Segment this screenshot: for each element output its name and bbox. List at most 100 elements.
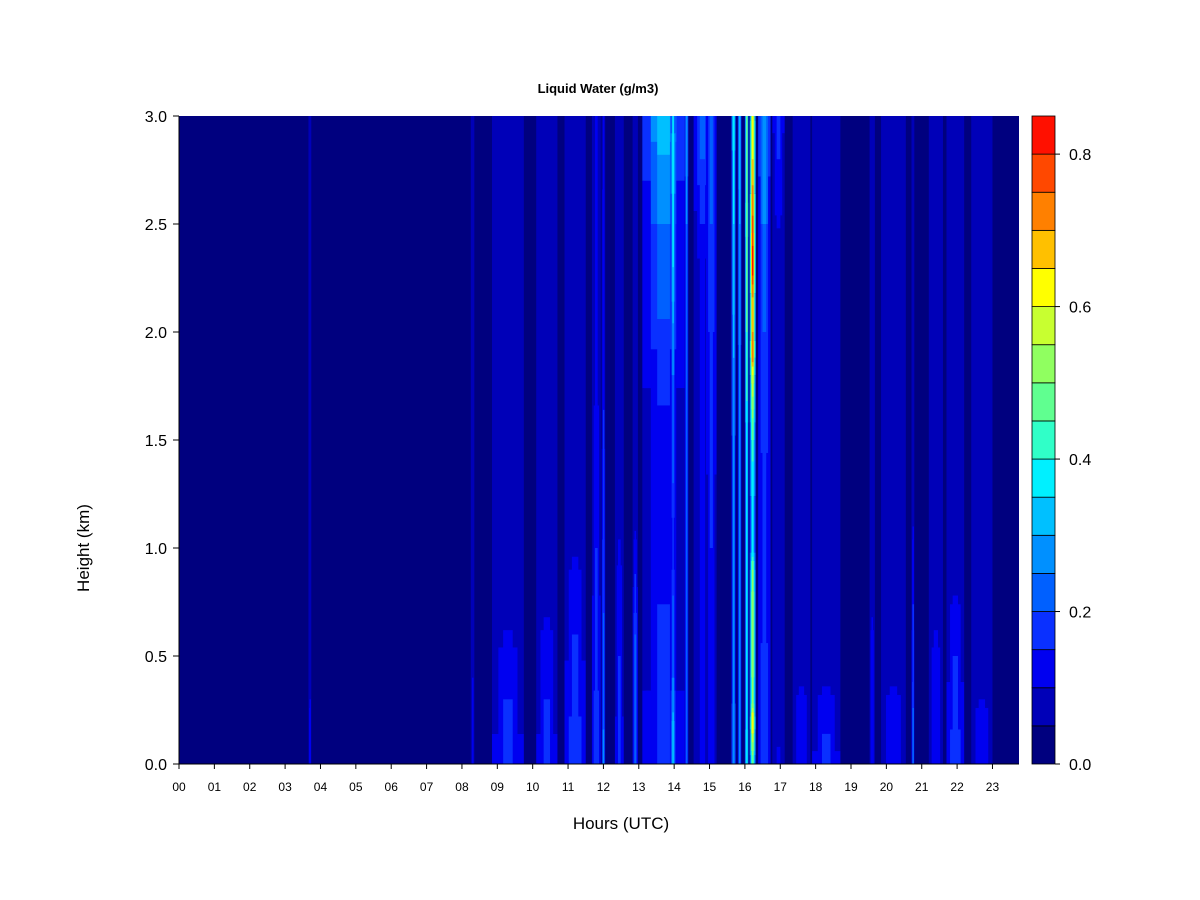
heatmap-cell bbox=[751, 297, 754, 332]
heatmap-cell bbox=[952, 116, 958, 596]
heatmap-column bbox=[308, 116, 312, 764]
heatmap-cell bbox=[503, 116, 513, 631]
x-axis: 00 01 02 03 04 05 06 07 08 09 10 11 12 13 14 15 16 17 18 19… bbox=[172, 764, 999, 794]
x-tick-label: 11 bbox=[562, 780, 575, 794]
x-tick-label: 19 bbox=[844, 780, 858, 794]
heatmap-cell bbox=[751, 275, 754, 285]
heatmap-cell bbox=[732, 116, 735, 224]
heatmap-cell bbox=[776, 746, 781, 764]
heatmap-column bbox=[536, 116, 558, 764]
heatmap-cell bbox=[751, 215, 754, 246]
heatmap-column bbox=[911, 116, 915, 764]
heatmap-cell bbox=[618, 539, 621, 656]
heatmap-cell bbox=[686, 224, 688, 764]
heatmap-cell bbox=[751, 245, 754, 276]
x-tick-label: 06 bbox=[385, 780, 399, 794]
heatmap-cell bbox=[889, 686, 898, 764]
heatmap-cell bbox=[751, 461, 754, 557]
heatmap-cell bbox=[751, 755, 754, 764]
heatmap-cell bbox=[672, 677, 674, 713]
heatmap-cell bbox=[503, 630, 513, 700]
colorbar-tick-label: 0.6 bbox=[1069, 300, 1091, 317]
heatmap-cell bbox=[822, 733, 831, 764]
heatmap-cell bbox=[699, 224, 706, 764]
heatmap-cell bbox=[822, 116, 831, 687]
heatmap-cell bbox=[634, 116, 637, 531]
heatmap-column bbox=[705, 116, 717, 764]
heatmap-cell bbox=[309, 699, 311, 764]
heatmap-cell bbox=[571, 556, 579, 635]
heatmap-column bbox=[591, 116, 601, 764]
x-tick-label: 01 bbox=[208, 780, 222, 794]
heatmap-column bbox=[772, 116, 785, 765]
heatmap-column bbox=[737, 116, 742, 764]
heatmap-cell bbox=[978, 699, 986, 764]
x-tick-label: 21 bbox=[915, 780, 929, 794]
heatmap-cell bbox=[798, 686, 805, 764]
heatmap-column bbox=[744, 116, 749, 764]
colorbar-swatch bbox=[1031, 420, 1056, 460]
heatmap-column bbox=[632, 116, 638, 764]
heatmap-cell bbox=[709, 116, 713, 224]
colorbar-swatch bbox=[1031, 191, 1056, 231]
colorbar-swatch bbox=[1031, 534, 1056, 574]
heatmap-column bbox=[792, 116, 811, 764]
colorbar-swatch bbox=[1031, 382, 1056, 422]
heatmap-cell bbox=[634, 634, 637, 764]
heatmap-cell bbox=[798, 116, 805, 687]
heatmap-column bbox=[601, 116, 606, 764]
y-tick-label: 2.5 bbox=[145, 217, 167, 234]
x-tick-label: 22 bbox=[950, 780, 964, 794]
heatmap-cell bbox=[618, 656, 621, 764]
heatmap-column bbox=[731, 116, 736, 764]
y-tick-label: 0.5 bbox=[145, 649, 167, 666]
heatmap-cell bbox=[912, 116, 914, 527]
x-tick-label: 04 bbox=[314, 780, 328, 794]
heatmap-column bbox=[670, 116, 676, 764]
chart-title: Liquid Water (g/m3) bbox=[538, 81, 659, 96]
x-tick-label: 07 bbox=[420, 780, 434, 794]
heatmap-cell bbox=[699, 116, 706, 160]
heatmap-cell bbox=[657, 224, 670, 320]
colorbar-swatch bbox=[1031, 344, 1056, 384]
heatmap-cell bbox=[751, 366, 754, 376]
heatmap-cell bbox=[751, 560, 754, 570]
heatmap-column bbox=[614, 116, 624, 764]
heatmap-cell bbox=[602, 409, 605, 613]
x-tick-label: 14 bbox=[667, 780, 681, 794]
heatmap-cell bbox=[602, 116, 605, 410]
heatmap-cell bbox=[776, 159, 781, 229]
heatmap-cell bbox=[709, 548, 713, 764]
heatmap-cell bbox=[933, 116, 938, 631]
heatmap-cell bbox=[657, 604, 670, 764]
heatmap-cell bbox=[543, 699, 551, 764]
heatmap-column bbox=[470, 116, 475, 764]
colorbar-swatch bbox=[1031, 153, 1056, 193]
heatmap-column bbox=[642, 116, 685, 764]
heatmap-cell bbox=[751, 418, 754, 440]
colorbar-swatch bbox=[1031, 687, 1056, 727]
colorbar: 0.0 0.2 0.4 0.6 0.8 bbox=[1031, 115, 1091, 774]
heatmap-cell bbox=[672, 483, 674, 596]
heatmap-cell bbox=[543, 116, 551, 618]
heatmap-cell bbox=[746, 332, 748, 402]
x-tick-label: 03 bbox=[278, 780, 292, 794]
heatmap-cell bbox=[472, 116, 474, 678]
y-tick-label: 2.0 bbox=[145, 325, 167, 342]
heatmap-column bbox=[492, 116, 524, 764]
heatmap-cell bbox=[595, 116, 598, 548]
x-tick-label: 18 bbox=[809, 780, 823, 794]
y-tick-label: 1.5 bbox=[145, 433, 167, 450]
colorbar-swatch bbox=[1031, 115, 1056, 155]
heatmap-cell bbox=[776, 228, 781, 747]
heatmap-column bbox=[749, 116, 756, 764]
x-tick-label: 16 bbox=[738, 780, 752, 794]
colorbar-swatch bbox=[1031, 229, 1056, 269]
heatmap-cell bbox=[751, 159, 754, 186]
colorbar-swatch bbox=[1031, 611, 1056, 651]
x-tick-label: 05 bbox=[349, 780, 363, 794]
heatmap-cell bbox=[751, 362, 754, 367]
heatmap-cell bbox=[952, 656, 958, 764]
heatmap-cell bbox=[657, 405, 670, 605]
heatmap-cell bbox=[595, 548, 598, 764]
